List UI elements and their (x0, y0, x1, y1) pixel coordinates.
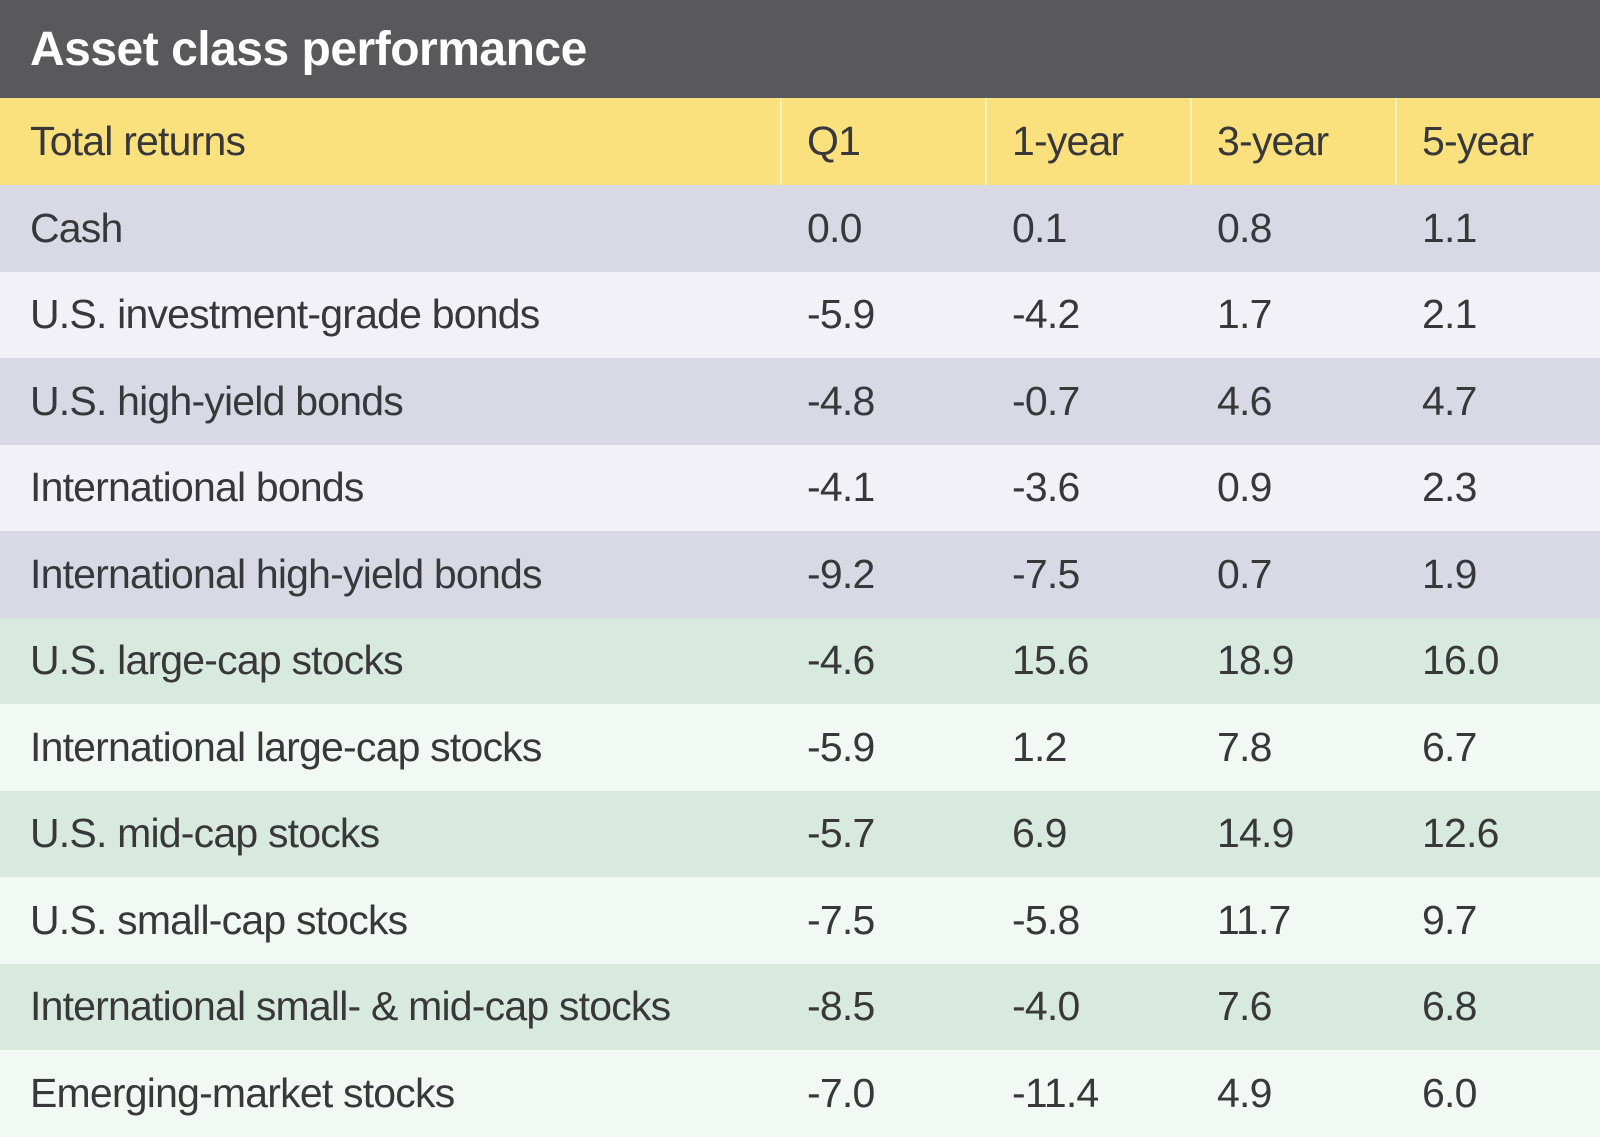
value-cell-3-year: 7.6 (1217, 983, 1272, 1030)
value-cell-5-year: 9.7 (1422, 896, 1477, 943)
row-label: International high-yield bonds (30, 550, 542, 597)
table-row: U.S. large-cap stocks -4.6 15.6 18.9 16.… (0, 617, 1600, 704)
value-cell-q1: -4.8 (807, 377, 875, 424)
row-label: Emerging-market stocks (30, 1069, 455, 1116)
value-cell-3-year: 18.9 (1217, 637, 1294, 684)
row-label: U.S. investment-grade bonds (30, 291, 540, 338)
value-cell-1-year: 1.2 (1012, 723, 1067, 770)
table-row: U.S. high-yield bonds -4.8 -0.7 4.6 4.7 (0, 358, 1600, 445)
row-label: U.S. small-cap stocks (30, 896, 408, 943)
value-cell-5-year: 6.8 (1422, 983, 1477, 1030)
value-cell-q1: -7.0 (807, 1069, 875, 1116)
table-row: U.S. investment-grade bonds -5.9 -4.2 1.… (0, 271, 1600, 358)
row-label: U.S. high-yield bonds (30, 377, 404, 424)
value-cell-5-year: 2.3 (1422, 464, 1477, 511)
value-cell-q1: -5.9 (807, 723, 875, 770)
value-cell-1-year: -0.7 (1012, 377, 1080, 424)
column-header-1-year: 1-year (985, 98, 1190, 185)
value-cell-5-year: 4.7 (1422, 377, 1477, 424)
value-cell-q1: -4.6 (807, 637, 875, 684)
value-cell-3-year: 7.8 (1217, 723, 1272, 770)
row-label: U.S. large-cap stocks (30, 637, 404, 684)
value-cell-3-year: 0.8 (1217, 204, 1272, 251)
value-cell-3-year: 4.6 (1217, 377, 1272, 424)
table-body: Cash 0.0 0.1 0.8 1.1 U.S. investment-gra… (0, 185, 1600, 1137)
table-row: International large-cap stocks -5.9 1.2 … (0, 704, 1600, 791)
value-cell-5-year: 6.0 (1422, 1069, 1477, 1116)
table-row: Cash 0.0 0.1 0.8 1.1 (0, 185, 1600, 272)
value-cell-1-year: -4.0 (1012, 983, 1080, 1030)
value-cell-q1: -4.1 (807, 464, 875, 511)
value-cell-5-year: 16.0 (1422, 637, 1499, 684)
column-header-3-year: 3-year (1190, 98, 1395, 185)
value-cell-3-year: 4.9 (1217, 1069, 1272, 1116)
table-row: International high-yield bonds -9.2 -7.5… (0, 531, 1600, 618)
value-cell-1-year: 6.9 (1012, 810, 1067, 857)
value-cell-q1: -8.5 (807, 983, 875, 1030)
column-header-5-year: 5-year (1395, 98, 1600, 185)
table-row: International small- & mid-cap stocks -8… (0, 963, 1600, 1050)
table-row: Emerging-market stocks -7.0 -11.4 4.9 6.… (0, 1050, 1600, 1137)
value-cell-1-year: 0.1 (1012, 204, 1067, 251)
value-cell-1-year: -4.2 (1012, 291, 1080, 338)
table-row: U.S. mid-cap stocks -5.7 6.9 14.9 12.6 (0, 790, 1600, 877)
value-cell-q1: -5.9 (807, 291, 875, 338)
table-header-row: Total returns Q1 1-year 3-year 5-year (0, 98, 1600, 185)
value-cell-q1: -5.7 (807, 810, 875, 857)
row-label: U.S. mid-cap stocks (30, 810, 380, 857)
value-cell-3-year: 0.9 (1217, 464, 1272, 511)
row-label: International small- & mid-cap stocks (30, 983, 671, 1030)
value-cell-5-year: 1.1 (1422, 204, 1477, 251)
row-label: International bonds (30, 464, 364, 511)
row-label: International large-cap stocks (30, 723, 542, 770)
value-cell-5-year: 6.7 (1422, 723, 1477, 770)
value-cell-q1: -9.2 (807, 550, 875, 597)
value-cell-q1: 0.0 (807, 204, 862, 251)
value-cell-1-year: -11.4 (1012, 1069, 1099, 1116)
table-title-bar: Asset class performance (0, 0, 1600, 98)
corner-header-total-returns: Total returns (30, 118, 246, 164)
value-cell-1-year: 15.6 (1012, 637, 1089, 684)
value-cell-3-year: 14.9 (1217, 810, 1294, 857)
column-header-q1: Q1 (780, 98, 985, 185)
table-title: Asset class performance (30, 22, 587, 76)
value-cell-1-year: -5.8 (1012, 896, 1080, 943)
table-row: U.S. small-cap stocks -7.5 -5.8 11.7 9.7 (0, 877, 1600, 964)
value-cell-5-year: 12.6 (1422, 810, 1499, 857)
value-cell-3-year: 1.7 (1217, 291, 1272, 338)
value-cell-1-year: -7.5 (1012, 550, 1080, 597)
table-row: International bonds -4.1 -3.6 0.9 2.3 (0, 444, 1600, 531)
value-cell-3-year: 11.7 (1217, 896, 1291, 943)
value-cell-5-year: 1.9 (1422, 550, 1477, 597)
value-cell-1-year: -3.6 (1012, 464, 1080, 511)
value-cell-3-year: 0.7 (1217, 550, 1272, 597)
value-cell-5-year: 2.1 (1422, 291, 1477, 338)
value-cell-q1: -7.5 (807, 896, 875, 943)
row-label: Cash (30, 204, 123, 251)
